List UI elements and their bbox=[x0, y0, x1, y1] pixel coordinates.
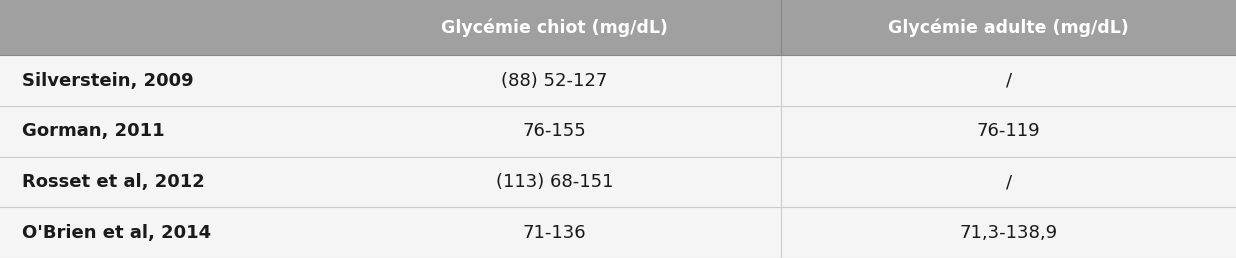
Text: 76-119: 76-119 bbox=[976, 122, 1041, 140]
Text: Glycémie chiot (mg/dL): Glycémie chiot (mg/dL) bbox=[441, 19, 667, 37]
Bar bbox=[328, 157, 781, 207]
Text: O'Brien et al, 2014: O'Brien et al, 2014 bbox=[22, 224, 211, 242]
Text: Silverstein, 2009: Silverstein, 2009 bbox=[22, 72, 194, 90]
Bar bbox=[781, 157, 1236, 207]
Bar bbox=[0, 157, 328, 207]
Bar bbox=[0, 55, 328, 106]
Text: 76-155: 76-155 bbox=[523, 122, 586, 140]
Bar bbox=[328, 55, 781, 106]
Text: Glycémie adulte (mg/dL): Glycémie adulte (mg/dL) bbox=[889, 19, 1128, 37]
Bar bbox=[0, 207, 328, 258]
Bar bbox=[328, 106, 781, 157]
Bar bbox=[781, 207, 1236, 258]
Text: (88) 52-127: (88) 52-127 bbox=[501, 72, 608, 90]
Bar bbox=[328, 0, 781, 55]
Text: 71,3-138,9: 71,3-138,9 bbox=[959, 224, 1058, 242]
Text: Rosset et al, 2012: Rosset et al, 2012 bbox=[22, 173, 205, 191]
Text: 71-136: 71-136 bbox=[523, 224, 586, 242]
Bar bbox=[0, 106, 328, 157]
Bar bbox=[328, 207, 781, 258]
Bar bbox=[781, 55, 1236, 106]
Bar bbox=[781, 0, 1236, 55]
Text: /: / bbox=[1006, 72, 1011, 90]
Text: Gorman, 2011: Gorman, 2011 bbox=[22, 122, 164, 140]
Text: /: / bbox=[1006, 173, 1011, 191]
Bar bbox=[0, 0, 328, 55]
Bar bbox=[781, 106, 1236, 157]
Text: (113) 68-151: (113) 68-151 bbox=[496, 173, 613, 191]
